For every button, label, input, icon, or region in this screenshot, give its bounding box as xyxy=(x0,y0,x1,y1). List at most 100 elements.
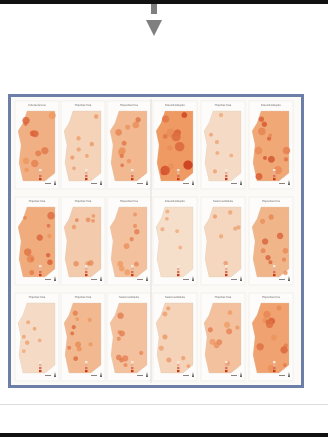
map-hotspot xyxy=(218,234,224,239)
legend-swatch xyxy=(39,169,42,172)
map-hotspot xyxy=(35,150,42,157)
legend-swatch xyxy=(177,178,180,181)
legend-swatch xyxy=(225,364,228,367)
map-hotspot xyxy=(233,226,238,231)
map-land xyxy=(155,302,194,374)
map-hotspot xyxy=(117,148,125,156)
map-hotspot xyxy=(22,157,30,165)
map-hotspot xyxy=(87,317,92,323)
map-panel: Hipertermia xyxy=(106,196,152,286)
map-hotspot xyxy=(267,155,275,163)
scale-bar xyxy=(91,279,97,280)
map-panel: Hipotermia xyxy=(200,292,246,382)
map-hotspot xyxy=(207,327,213,333)
map-hotspot xyxy=(268,133,273,138)
map-hotspot xyxy=(115,129,122,136)
map-hotspot xyxy=(76,147,81,152)
legend-swatch xyxy=(39,178,42,181)
map-hotspot xyxy=(209,338,216,345)
legend-swatch xyxy=(39,172,42,175)
map-hotspot xyxy=(24,167,29,173)
map-hotspot xyxy=(212,169,218,174)
map-panel: Sazonalidade xyxy=(200,196,246,286)
map-hotspot xyxy=(118,265,125,272)
map-panel: Desidratação xyxy=(152,196,198,286)
scale-bar xyxy=(137,375,143,376)
map-hotspot xyxy=(67,345,72,350)
map-panel-title: Sazonalidade xyxy=(119,295,139,299)
legend-swatch xyxy=(131,268,134,271)
map-panel: Desidratação xyxy=(152,100,198,190)
legend-swatch xyxy=(225,370,228,373)
map-hotspot xyxy=(276,232,284,240)
legend-swatch xyxy=(131,274,134,277)
map-hotspot xyxy=(259,218,266,224)
scale-bar xyxy=(279,375,285,376)
map-land xyxy=(63,110,102,182)
legend-swatch xyxy=(177,268,180,271)
map-hotspot xyxy=(139,350,144,356)
map-hotspot xyxy=(183,160,193,170)
map-hotspot xyxy=(47,211,55,220)
map-hotspot xyxy=(165,209,170,214)
map-hotspot xyxy=(214,140,220,145)
legend-swatch xyxy=(85,178,88,181)
map-hotspot xyxy=(73,261,79,267)
north-arrow-icon xyxy=(192,372,194,377)
legend-swatch xyxy=(131,361,134,364)
map-hotspot xyxy=(158,345,164,351)
legend-swatch xyxy=(177,364,180,367)
map-land xyxy=(251,302,290,374)
map-hotspot xyxy=(85,217,91,223)
map-panel: Hipotermia xyxy=(60,196,106,286)
legend-swatch xyxy=(177,172,180,175)
legend-swatch xyxy=(39,271,42,274)
legend-swatch xyxy=(225,361,228,364)
map-hotspot xyxy=(265,319,271,325)
map-hotspot xyxy=(21,334,26,339)
map-hotspot xyxy=(167,163,174,170)
legend-swatch xyxy=(225,172,228,175)
legend-swatch xyxy=(39,364,42,367)
legend-swatch xyxy=(225,367,228,370)
map-panel-title: Desidratação xyxy=(261,103,281,107)
map-hotspot xyxy=(260,248,266,254)
map-figure-frame: Intolerância Hipotermia Hipertermia Desidra… xyxy=(8,94,304,388)
legend-swatch xyxy=(39,265,42,268)
north-arrow-icon xyxy=(54,276,56,281)
map-hotspot xyxy=(32,130,38,136)
legend-swatch xyxy=(85,268,88,271)
map-hotspot xyxy=(167,145,173,151)
map-hotspot xyxy=(227,310,233,315)
legend-swatch xyxy=(273,175,276,178)
map-land xyxy=(109,206,148,278)
map-hotspot xyxy=(48,111,56,120)
map-hotspot xyxy=(117,312,124,319)
map-panel-title: Hipertermia xyxy=(120,103,138,107)
map-land xyxy=(251,110,290,182)
map-hotspot xyxy=(117,260,124,267)
map-hotspot xyxy=(174,141,185,152)
north-arrow-icon xyxy=(192,180,194,185)
map-hotspot xyxy=(126,158,132,164)
legend-swatch xyxy=(273,364,276,367)
map-hotspot xyxy=(76,346,82,352)
map-hotspot xyxy=(123,363,128,367)
map-hotspot xyxy=(47,233,52,238)
map-hotspot xyxy=(122,355,129,362)
map-panel: Hipertermia xyxy=(248,196,294,286)
north-arrow-icon xyxy=(288,372,290,377)
scale-bar xyxy=(183,279,189,280)
north-arrow-icon xyxy=(100,180,102,185)
map-hotspot xyxy=(116,336,121,341)
north-arrow-icon xyxy=(54,180,56,185)
map-hotspot xyxy=(166,306,171,311)
map-land xyxy=(63,302,102,374)
map-hotspot xyxy=(76,136,81,141)
map-panel-title: Sazonalidade xyxy=(213,199,233,203)
scale-bar xyxy=(231,375,237,376)
legend-swatch xyxy=(131,175,134,178)
down-arrow-icon xyxy=(146,20,162,36)
map-panel-title: Hipotermia xyxy=(215,103,232,107)
legend-swatch xyxy=(131,265,134,268)
